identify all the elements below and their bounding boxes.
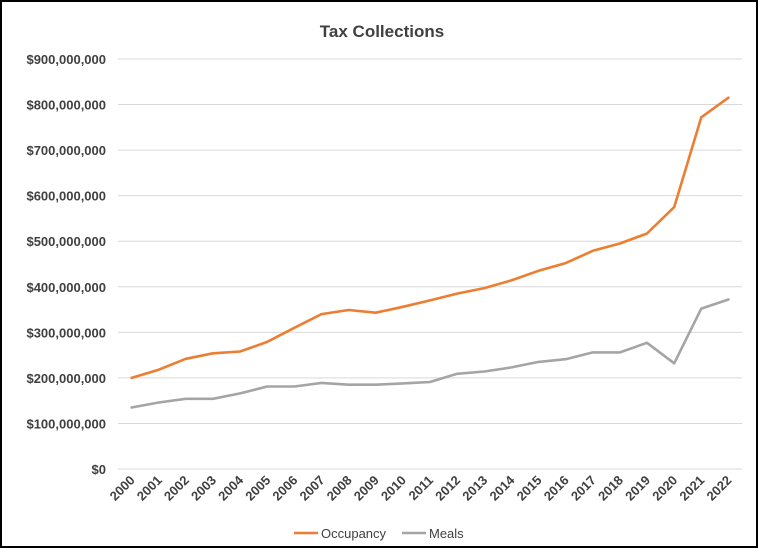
y-tick-label: $600,000,000 <box>26 189 106 204</box>
x-tick-label: 2021 <box>676 473 707 504</box>
x-tick-label: 2008 <box>324 473 355 504</box>
x-tick-label: 2004 <box>215 472 247 504</box>
y-tick-label: $500,000,000 <box>26 234 106 249</box>
x-tick-label: 2019 <box>622 473 653 504</box>
legend-label-occupancy: Occupancy <box>321 526 387 541</box>
x-tick-label: 2000 <box>107 473 138 504</box>
x-tick-label: 2014 <box>486 472 518 504</box>
y-tick-label: $0 <box>92 462 106 477</box>
x-tick-label: 2012 <box>432 473 463 504</box>
y-tick-label: $400,000,000 <box>26 280 106 295</box>
x-tick-label: 2015 <box>514 473 545 504</box>
series-line-meals <box>130 298 730 409</box>
y-tick-label: $700,000,000 <box>26 143 106 158</box>
chart-title: Tax Collections <box>320 22 444 41</box>
y-tick-label: $300,000,000 <box>26 325 106 340</box>
x-tick-label: 2009 <box>351 473 382 504</box>
series-line-occupancy <box>130 96 730 380</box>
series-lines <box>130 96 730 409</box>
y-axis-labels: $0 $100,000,000 $200,000,000 $300,000,000 $4… <box>26 52 106 477</box>
x-tick-label: 2022 <box>703 473 734 504</box>
y-tick-label: $200,000,000 <box>26 371 106 386</box>
x-tick-label: 2013 <box>459 473 490 504</box>
x-tick-label: 2007 <box>297 473 328 504</box>
legend: Occupancy Meals <box>294 526 464 541</box>
x-tick-label: 2010 <box>378 473 409 504</box>
x-tick-label: 2002 <box>161 473 192 504</box>
x-tick-label: 2005 <box>242 473 273 504</box>
y-tick-label: $800,000,000 <box>26 98 106 113</box>
x-tick-label: 2017 <box>568 473 599 504</box>
x-axis-labels: 2000200120022003200420052006200720082009… <box>107 472 735 504</box>
x-tick-label: 2003 <box>188 473 219 504</box>
x-tick-label: 2016 <box>541 473 572 504</box>
y-tick-label: $900,000,000 <box>26 52 106 67</box>
y-tick-label: $100,000,000 <box>26 416 106 431</box>
x-tick-label: 2020 <box>649 473 680 504</box>
x-tick-label: 2011 <box>406 473 437 504</box>
x-tick-label: 2018 <box>595 473 626 504</box>
gridlines <box>118 58 742 470</box>
x-tick-label: 2001 <box>134 473 165 504</box>
x-tick-label: 2006 <box>269 473 300 504</box>
legend-label-meals: Meals <box>429 526 464 541</box>
